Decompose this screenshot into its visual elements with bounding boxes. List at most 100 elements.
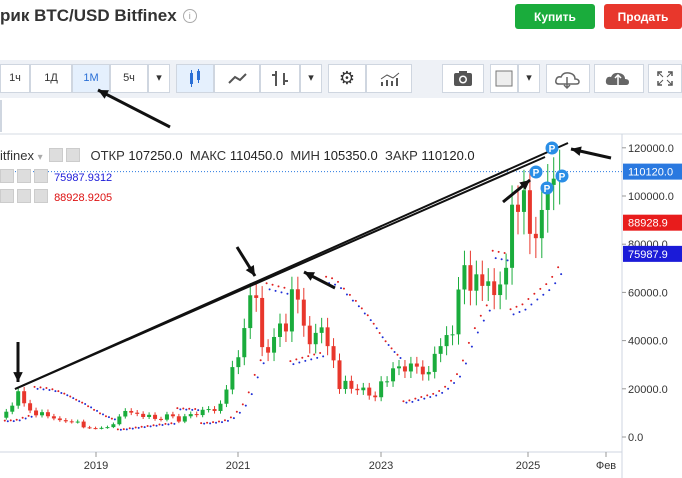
buy-button[interactable]: Купить [515, 4, 595, 29]
candle-body [266, 347, 271, 353]
arrow-head [571, 146, 582, 156]
sar-dot-red [342, 287, 345, 290]
candle-body [527, 190, 532, 234]
candle-body [307, 325, 312, 345]
candles-icon[interactable] [176, 64, 214, 93]
candle-body [361, 387, 366, 391]
sar-dot-blue [36, 387, 39, 390]
marker-p-icon[interactable] [555, 169, 569, 183]
sar-dot-red [33, 385, 36, 388]
candle-body [343, 380, 348, 390]
cloud-download-icon[interactable] [546, 64, 590, 93]
sar-dot-blue [518, 310, 521, 313]
arrow-head [519, 180, 530, 190]
sar-dot-red [348, 293, 351, 296]
indicators-icon[interactable] [366, 64, 412, 93]
marker-p-icon[interactable] [545, 141, 559, 155]
sar-dot-red [45, 387, 48, 390]
sar-dot-red [158, 423, 161, 426]
candle-body [367, 387, 372, 396]
close-icon[interactable] [34, 189, 48, 203]
candle-body [164, 414, 169, 420]
marker-p-icon[interactable] [540, 181, 554, 195]
color-square-icon[interactable] [490, 64, 518, 93]
candle-body [408, 363, 413, 372]
chevron-down-icon[interactable]: ▾ [518, 64, 540, 93]
sar-dot-red [21, 416, 24, 419]
sar-dot-blue [238, 411, 241, 414]
gear-icon[interactable] [17, 189, 31, 203]
sar-dot-red [277, 285, 280, 288]
sar-dot-blue [24, 417, 27, 420]
info-icon[interactable]: i [182, 9, 197, 23]
candle-body [533, 233, 538, 239]
fullscreen-icon[interactable] [648, 64, 682, 93]
sar-dot-blue [464, 362, 467, 365]
cloud-upload-icon[interactable] [594, 64, 644, 93]
sar-dot-blue [476, 331, 479, 334]
gear-icon[interactable] [66, 148, 81, 162]
bars-icon[interactable] [260, 64, 300, 93]
sar-dot-red [289, 360, 292, 363]
sar-dot-blue [298, 361, 301, 364]
sar-dot-blue [530, 303, 533, 306]
candle-body [200, 409, 205, 416]
sar-dot-blue [488, 309, 491, 312]
candle-body [51, 416, 56, 419]
interval-1m-button[interactable]: 1М [72, 64, 110, 93]
sar-dot-red [200, 422, 203, 425]
gear-icon[interactable]: ⚙ [328, 64, 366, 93]
close-icon[interactable] [34, 169, 48, 183]
sar-dot-blue [459, 375, 461, 378]
sar-dot-blue [18, 419, 21, 422]
sar-dot-blue [506, 259, 509, 262]
candle-body [510, 204, 515, 268]
candle-body [93, 428, 98, 430]
area-chart-icon[interactable] [214, 64, 260, 93]
eye-icon[interactable] [0, 189, 14, 203]
gear-icon[interactable] [17, 169, 31, 183]
sar-dot-blue [542, 293, 545, 296]
sar-dot-red [503, 252, 506, 255]
candle-body [194, 414, 199, 416]
arrow-head [245, 265, 255, 276]
chevron-down-icon[interactable]: ▾ [37, 152, 43, 163]
eye-icon[interactable] [49, 148, 64, 162]
sar-dot-blue [548, 289, 551, 292]
sar-dot-red [223, 419, 226, 422]
candle-body [34, 410, 39, 416]
indicator-row-1: 75987.9312 [0, 169, 112, 184]
sar-dot-red [206, 421, 209, 424]
marker-p-icon[interactable] [529, 165, 543, 179]
sar-dot-red [188, 407, 191, 410]
close-label: ЗАКР [384, 148, 418, 163]
chevron-down-icon[interactable]: ▾ [300, 64, 322, 93]
page-title-text: рик BTC/USD Bitfinex [0, 6, 177, 25]
interval-1d-button[interactable]: 1Д [30, 64, 72, 93]
interval-5h-button[interactable]: 5ч [110, 64, 148, 93]
sar-dot-blue [310, 358, 313, 361]
sar-dot-red [140, 425, 143, 428]
chevron-down-icon[interactable]: ▾ [148, 64, 170, 93]
sar-dot-red [456, 373, 458, 376]
camera-icon[interactable] [442, 64, 484, 93]
sar-dot-blue [387, 344, 390, 347]
sar-dot-red [75, 398, 78, 401]
sar-dot-red [325, 275, 328, 278]
candle-body [337, 360, 342, 390]
sar-dot-blue [357, 305, 360, 308]
sar-dot-red [313, 353, 316, 356]
sar-dot-blue [6, 420, 9, 423]
sar-dot-red [212, 421, 215, 424]
candle-body [486, 281, 491, 286]
sar-dot-red [414, 397, 417, 400]
candle-body [111, 424, 116, 428]
low-label: МИН [290, 148, 320, 163]
x-tick-label: 2025 [516, 460, 540, 472]
eye-icon[interactable] [0, 169, 14, 183]
sar-dot-red [247, 391, 250, 394]
sar-dot-blue [417, 399, 420, 402]
sell-button[interactable]: Продать [604, 4, 682, 29]
interval-1h-button[interactable]: 1ч [0, 64, 30, 93]
